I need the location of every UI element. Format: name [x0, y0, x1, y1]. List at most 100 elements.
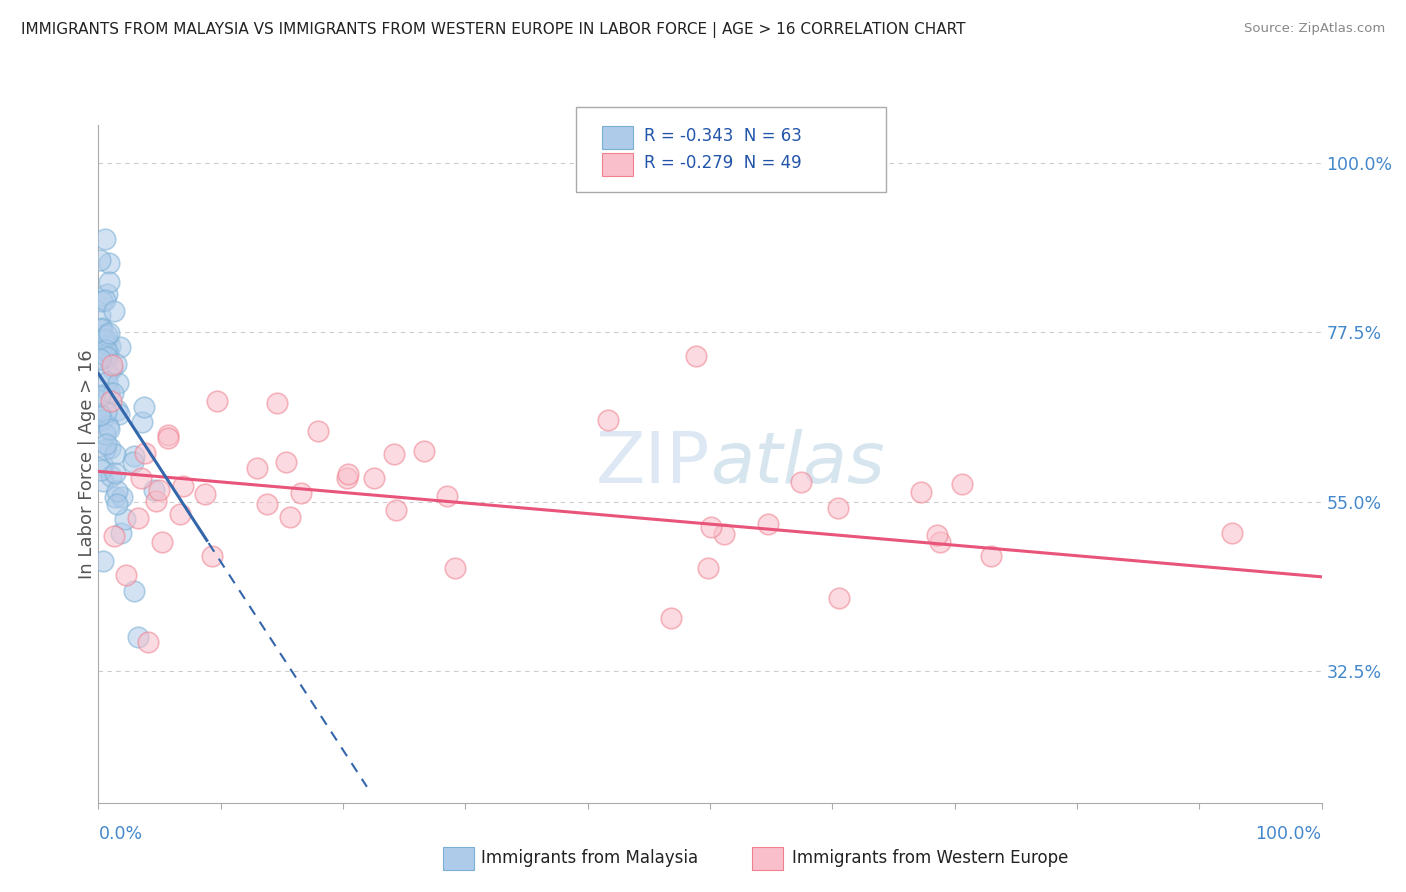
Point	[756, 516, 779, 531]
Point	[103, 303, 125, 318]
Point	[101, 360, 124, 375]
Point	[90, 462, 112, 476]
Point	[659, 611, 682, 625]
Text: R = -0.279  N = 49: R = -0.279 N = 49	[644, 154, 801, 172]
Point	[132, 400, 155, 414]
Point	[97, 419, 120, 434]
Text: Source: ZipAtlas.com: Source: ZipAtlas.com	[1244, 22, 1385, 36]
Point	[700, 519, 723, 533]
Point	[363, 471, 385, 485]
Point	[94, 232, 117, 246]
Point	[96, 437, 118, 451]
Point	[98, 275, 121, 289]
Point	[103, 386, 125, 401]
Point	[1220, 525, 1243, 540]
Point	[105, 497, 128, 511]
Text: Immigrants from Western Europe: Immigrants from Western Europe	[792, 849, 1069, 867]
Point	[127, 630, 149, 644]
Text: R = -0.343  N = 63: R = -0.343 N = 63	[644, 127, 801, 145]
Point	[97, 385, 120, 400]
Point	[104, 357, 127, 371]
Point	[97, 346, 120, 360]
Point	[148, 483, 170, 498]
Point	[114, 512, 136, 526]
Point	[91, 293, 114, 308]
Point	[104, 467, 127, 481]
Point	[89, 322, 111, 336]
Point	[96, 333, 118, 347]
Point	[136, 635, 159, 649]
Point	[337, 467, 360, 481]
Point	[131, 415, 153, 429]
Point	[94, 348, 117, 362]
Point	[127, 511, 149, 525]
Text: IMMIGRANTS FROM MALAYSIA VS IMMIGRANTS FROM WESTERN EUROPE IN LABOR FORCE | AGE : IMMIGRANTS FROM MALAYSIA VS IMMIGRANTS F…	[21, 22, 966, 38]
Point	[101, 359, 124, 373]
Point	[111, 491, 134, 505]
Point	[89, 252, 111, 267]
Point	[382, 447, 405, 461]
Point	[98, 442, 121, 456]
Point	[107, 407, 129, 421]
Point	[413, 443, 436, 458]
Point	[115, 567, 138, 582]
Point	[94, 426, 117, 441]
Text: ZIP: ZIP	[596, 429, 710, 499]
Point	[156, 431, 179, 445]
Point	[96, 287, 118, 301]
Point	[110, 526, 132, 541]
Point	[108, 340, 131, 354]
Point	[172, 479, 194, 493]
Point	[129, 471, 152, 485]
Point	[93, 474, 115, 488]
Point	[94, 293, 117, 308]
Point	[100, 394, 122, 409]
Point	[278, 510, 301, 524]
Point	[96, 343, 118, 357]
Point	[104, 447, 127, 461]
Point	[157, 428, 180, 442]
Point	[201, 549, 224, 563]
Point	[444, 560, 467, 574]
Point	[94, 442, 117, 456]
Point	[143, 483, 166, 497]
Point	[266, 395, 288, 409]
Point	[96, 351, 118, 365]
Point	[96, 327, 118, 342]
Point	[134, 445, 156, 459]
Point	[90, 413, 112, 427]
Point	[91, 458, 114, 473]
Point	[596, 412, 619, 426]
Point	[104, 490, 127, 504]
Point	[827, 500, 849, 515]
Point	[89, 308, 111, 322]
Point	[246, 461, 269, 475]
Point	[97, 256, 120, 270]
Point	[205, 393, 228, 408]
Point	[89, 407, 111, 421]
Point	[790, 475, 813, 490]
Point	[307, 424, 329, 438]
Text: 0.0%: 0.0%	[98, 825, 142, 843]
Point	[122, 449, 145, 463]
Point	[96, 376, 118, 390]
Point	[105, 483, 128, 498]
Point	[91, 321, 114, 335]
Point	[98, 339, 121, 353]
Point	[93, 332, 115, 346]
Point	[910, 485, 932, 500]
Point	[91, 554, 114, 568]
Point	[169, 507, 191, 521]
Point	[98, 422, 121, 436]
Point	[713, 526, 735, 541]
Point	[290, 485, 312, 500]
Point	[122, 455, 145, 469]
Point	[950, 477, 973, 491]
Point	[107, 376, 129, 391]
Point	[89, 388, 111, 402]
Point	[980, 549, 1002, 563]
Point	[103, 529, 125, 543]
Point	[436, 490, 458, 504]
Point	[89, 409, 111, 423]
Point	[194, 487, 217, 501]
